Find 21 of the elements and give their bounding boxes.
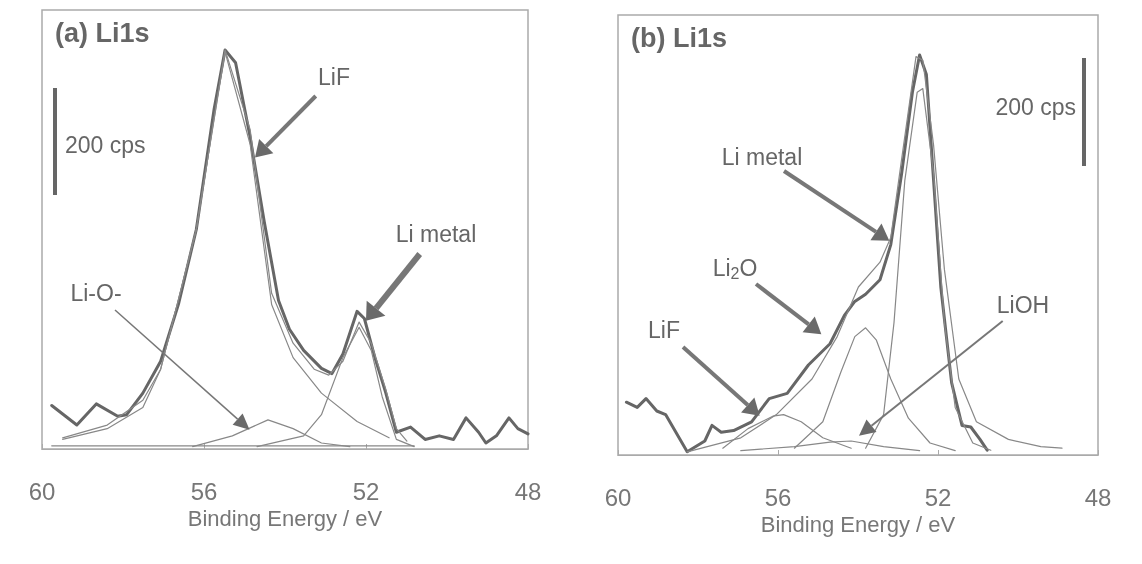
annotation: LiF <box>318 64 350 90</box>
x-tick-label: 52 <box>924 483 952 511</box>
chart-title: (b) Li1s <box>631 22 728 53</box>
x-tick-label: 48 <box>1084 483 1112 511</box>
annotation: Li metal <box>395 221 477 247</box>
x-tick-label: 52 <box>352 477 380 505</box>
annotation: 200 cps <box>65 132 146 158</box>
x-tick-label: 60 <box>28 477 56 505</box>
annotation: Li metal <box>721 144 803 170</box>
x-axis-title: Binding Energy / eV <box>760 512 956 538</box>
annotation: Li2O <box>712 255 758 282</box>
x-tick-label: 56 <box>190 477 218 505</box>
annotation: 200 cps <box>995 94 1076 120</box>
x-tick-label: 56 <box>764 483 792 511</box>
x-tick-label: 60 <box>604 483 632 511</box>
x-tick-label: 48 <box>514 477 542 505</box>
annotation: Li-O- <box>70 280 122 306</box>
annotation: LiOH <box>996 292 1050 318</box>
x-axis-title: Binding Energy / eV <box>187 506 383 532</box>
annotation: LiF <box>648 317 680 343</box>
chart-title: (a) Li1s <box>55 17 150 48</box>
